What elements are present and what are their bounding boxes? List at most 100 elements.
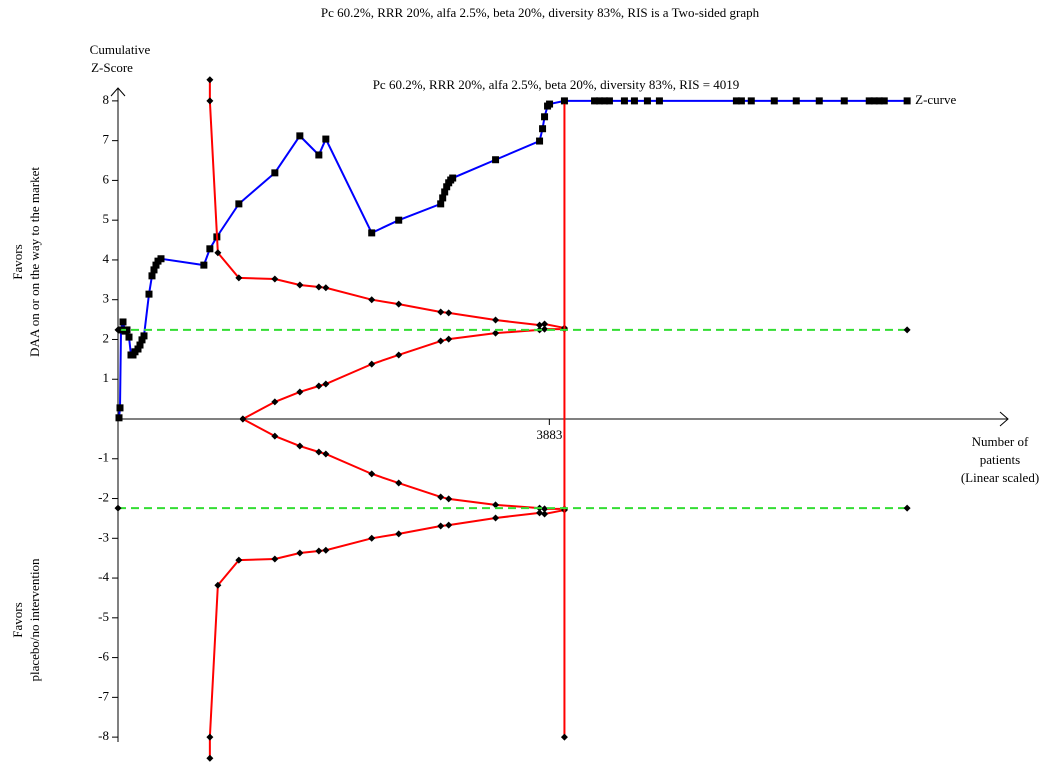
marker (903, 504, 911, 512)
x-axis-label: patients (980, 452, 1020, 467)
marker (157, 255, 165, 263)
marker (239, 415, 247, 423)
marker (541, 320, 549, 328)
marker (368, 534, 376, 542)
marker (214, 249, 222, 257)
marker (492, 329, 500, 337)
marker (206, 733, 214, 741)
marker (206, 76, 214, 84)
marker (368, 229, 376, 237)
marker (443, 183, 451, 191)
marker (596, 97, 604, 105)
marker (119, 318, 127, 326)
x-axis-label: Number of (972, 434, 1029, 449)
marker (235, 556, 243, 564)
marker (541, 113, 549, 121)
marker (150, 266, 158, 274)
marker (605, 97, 613, 105)
lower-label: Favors (10, 602, 25, 637)
marker (152, 261, 160, 269)
y-axis-label: Cumulative (90, 42, 151, 57)
marker (445, 495, 453, 503)
marker (138, 336, 146, 344)
marker (840, 97, 848, 105)
marker (214, 581, 222, 589)
series-line (242, 418, 565, 510)
y-tick-label: 5 (103, 211, 110, 226)
marker (439, 194, 447, 202)
marker (322, 284, 330, 292)
y-tick-label: -1 (98, 450, 109, 465)
marker (395, 216, 403, 224)
marker (492, 501, 500, 509)
marker (123, 326, 131, 334)
marker (134, 345, 142, 353)
marker (591, 97, 599, 105)
marker (437, 493, 445, 501)
marker (445, 521, 453, 529)
marker (541, 505, 549, 513)
marker (322, 450, 330, 458)
x-tick-label: 3883 (536, 427, 562, 442)
marker (792, 97, 800, 105)
y-tick-label: -5 (98, 609, 109, 624)
marker (747, 97, 755, 105)
marker (620, 97, 628, 105)
series-line (242, 328, 565, 420)
marker (322, 546, 330, 554)
marker (206, 754, 214, 762)
chart-title: Pc 60.2%, RRR 20%, alfa 2.5%, beta 20%, … (321, 5, 760, 20)
marker (539, 125, 547, 133)
y-tick-label: 7 (103, 132, 110, 147)
marker (492, 156, 500, 164)
marker (643, 97, 651, 105)
marker (136, 341, 144, 349)
marker (296, 442, 304, 450)
marker (546, 100, 554, 108)
marker (536, 509, 544, 517)
marker (296, 132, 304, 140)
upper-label: DAA on or on the way to the market (27, 167, 42, 357)
marker (145, 290, 153, 298)
marker (235, 200, 243, 208)
y-tick-label: -4 (98, 569, 109, 584)
marker (441, 188, 449, 196)
marker (114, 504, 122, 512)
y-tick-label: -3 (98, 529, 109, 544)
marker (630, 97, 638, 105)
marker (271, 432, 279, 440)
y-axis-label: Z-Score (91, 60, 133, 75)
x-arrow (999, 411, 1009, 427)
marker (368, 296, 376, 304)
marker (235, 274, 243, 282)
marker (315, 547, 323, 555)
marker (395, 479, 403, 487)
marker (322, 380, 330, 388)
marker (541, 325, 549, 333)
marker (271, 398, 279, 406)
y-tick-label: -7 (98, 688, 109, 703)
marker (115, 414, 123, 422)
marker (815, 97, 823, 105)
y-tick-label: -6 (98, 649, 109, 664)
marker (315, 382, 323, 390)
x-axis-label: (Linear scaled) (961, 470, 1039, 485)
marker (296, 549, 304, 557)
marker (536, 321, 544, 329)
y-tick-label: 8 (103, 92, 110, 107)
marker (395, 300, 403, 308)
marker (880, 97, 888, 105)
marker (492, 514, 500, 522)
y-tick-label: 6 (103, 171, 110, 186)
upper-label: Favors (10, 244, 25, 279)
marker (437, 200, 445, 208)
marker (368, 360, 376, 368)
marker (737, 97, 745, 105)
y-tick-label: 2 (103, 330, 110, 345)
marker (271, 275, 279, 283)
marker (206, 245, 214, 253)
marker (395, 530, 403, 538)
marker (437, 308, 445, 316)
marker (322, 135, 330, 143)
